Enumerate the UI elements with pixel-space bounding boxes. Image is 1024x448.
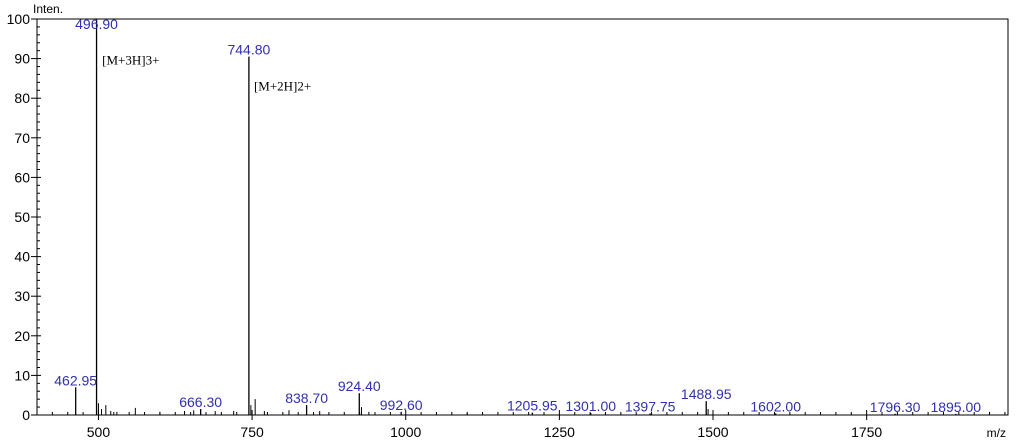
y-tick-label: 10	[14, 367, 30, 383]
peak-label: 924.40	[338, 378, 381, 394]
peak-label: 1301.00	[565, 398, 616, 414]
peak-label: 462.95	[54, 372, 97, 388]
plot-frame	[36, 18, 1009, 416]
y-tick-label: 20	[14, 328, 30, 344]
y-tick-label: 30	[14, 288, 30, 304]
y-tick-label: 90	[14, 51, 30, 67]
y-tick-label: 50	[14, 209, 30, 225]
peak-label: 1205.95	[507, 398, 558, 414]
x-axis-title: m/z	[987, 426, 1006, 440]
peak-label: 1488.95	[681, 386, 732, 402]
y-tick-label: 60	[14, 169, 30, 185]
x-tick-label: 1500	[697, 424, 728, 440]
x-tick-label: 1750	[851, 424, 882, 440]
peak-label: 1796.30	[870, 399, 921, 415]
peak-label: 838.70	[285, 390, 328, 406]
peak-label: 1895.00	[930, 399, 981, 415]
peak-label: 496.90	[75, 16, 118, 32]
y-tick-label: 80	[14, 90, 30, 106]
peak-label: 666.30	[179, 394, 222, 410]
x-tick-label: 500	[87, 424, 111, 440]
x-tick-label: 1250	[544, 424, 575, 440]
y-tick-label: 100	[7, 11, 31, 27]
peak-annotation: [M+2H]2+	[254, 78, 311, 93]
peak-label: 1602.00	[750, 398, 801, 414]
x-tick-label: 750	[240, 424, 264, 440]
peak-annotation: [M+3H]3+	[102, 53, 159, 68]
y-tick-label: 40	[14, 249, 30, 265]
peak-label: 1397.75	[625, 398, 676, 414]
peak-label: 992.60	[380, 397, 423, 413]
y-tick-label: 0	[22, 407, 30, 423]
y-tick-label: 70	[14, 130, 30, 146]
peak-label: 744.80	[227, 42, 270, 58]
y-axis-title: Inten.	[33, 2, 63, 16]
x-tick-label: 1000	[390, 424, 421, 440]
